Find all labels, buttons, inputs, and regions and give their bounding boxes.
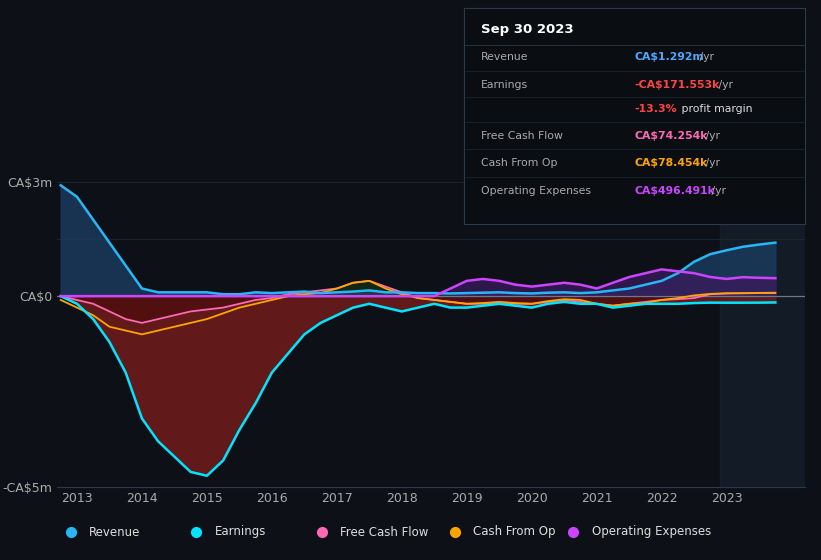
Text: -CA$171.553k: -CA$171.553k bbox=[635, 80, 719, 90]
Text: /yr: /yr bbox=[702, 130, 720, 141]
Text: CA$78.454k: CA$78.454k bbox=[635, 157, 708, 167]
Text: CA$496.491k: CA$496.491k bbox=[635, 185, 715, 195]
Text: Revenue: Revenue bbox=[89, 525, 140, 539]
Text: Operating Expenses: Operating Expenses bbox=[481, 185, 591, 195]
Text: Earnings: Earnings bbox=[481, 80, 528, 90]
Text: Cash From Op: Cash From Op bbox=[481, 157, 557, 167]
Text: Earnings: Earnings bbox=[215, 525, 266, 539]
Text: /yr: /yr bbox=[714, 80, 732, 90]
Text: CA$74.254k: CA$74.254k bbox=[635, 130, 708, 141]
Text: CA$1.292m: CA$1.292m bbox=[635, 52, 704, 62]
Text: Sep 30 2023: Sep 30 2023 bbox=[481, 24, 574, 36]
Text: Free Cash Flow: Free Cash Flow bbox=[341, 525, 429, 539]
Text: Operating Expenses: Operating Expenses bbox=[591, 525, 711, 539]
Text: Cash From Op: Cash From Op bbox=[474, 525, 556, 539]
Text: /yr: /yr bbox=[702, 157, 720, 167]
Text: /yr: /yr bbox=[709, 185, 727, 195]
Bar bbox=[720, 162, 805, 487]
Text: Free Cash Flow: Free Cash Flow bbox=[481, 130, 562, 141]
Text: Revenue: Revenue bbox=[481, 52, 529, 62]
Text: /yr: /yr bbox=[696, 52, 714, 62]
Text: profit margin: profit margin bbox=[678, 104, 752, 114]
Text: -13.3%: -13.3% bbox=[635, 104, 677, 114]
